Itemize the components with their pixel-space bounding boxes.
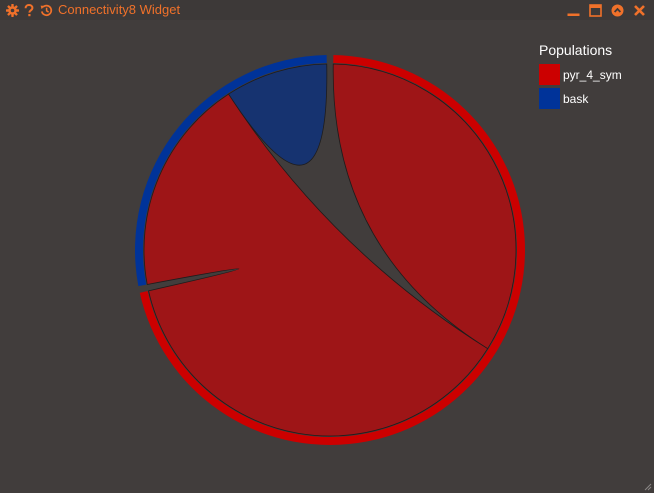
legend-label: bask — [563, 91, 589, 106]
titlebar-right-controls — [566, 2, 646, 18]
window-title: Connectivity8 Widget — [58, 2, 181, 17]
chord-diagram — [135, 55, 526, 446]
titlebar: Connectivity8 Widget — [0, 0, 654, 20]
legend-swatch — [539, 88, 560, 109]
maximize-icon[interactable] — [588, 2, 602, 18]
legend-item-bask: bask — [539, 88, 649, 109]
collapse-icon[interactable] — [610, 2, 624, 18]
populations-legend: Populations pyr_4_sym bask — [539, 41, 649, 112]
help-icon[interactable] — [22, 2, 36, 18]
history-icon[interactable] — [39, 2, 53, 18]
resize-grip-icon[interactable] — [644, 483, 652, 491]
chord-pyr_4_sym-bask[interactable] — [143, 93, 489, 437]
chord-pyr_4_sym-pyr_4_sym[interactable] — [332, 63, 517, 350]
legend-label: pyr_4_sym — [563, 67, 622, 82]
chord-bask-bask[interactable] — [228, 63, 328, 166]
close-icon[interactable] — [632, 2, 646, 18]
legend-item-pyr: pyr_4_sym — [539, 64, 649, 85]
legend-title: Populations — [539, 42, 613, 58]
legend-swatch — [539, 64, 560, 85]
gear-icon[interactable] — [5, 2, 19, 18]
minimize-icon[interactable] — [566, 2, 580, 18]
titlebar-left-controls: Connectivity8 Widget — [5, 2, 180, 18]
